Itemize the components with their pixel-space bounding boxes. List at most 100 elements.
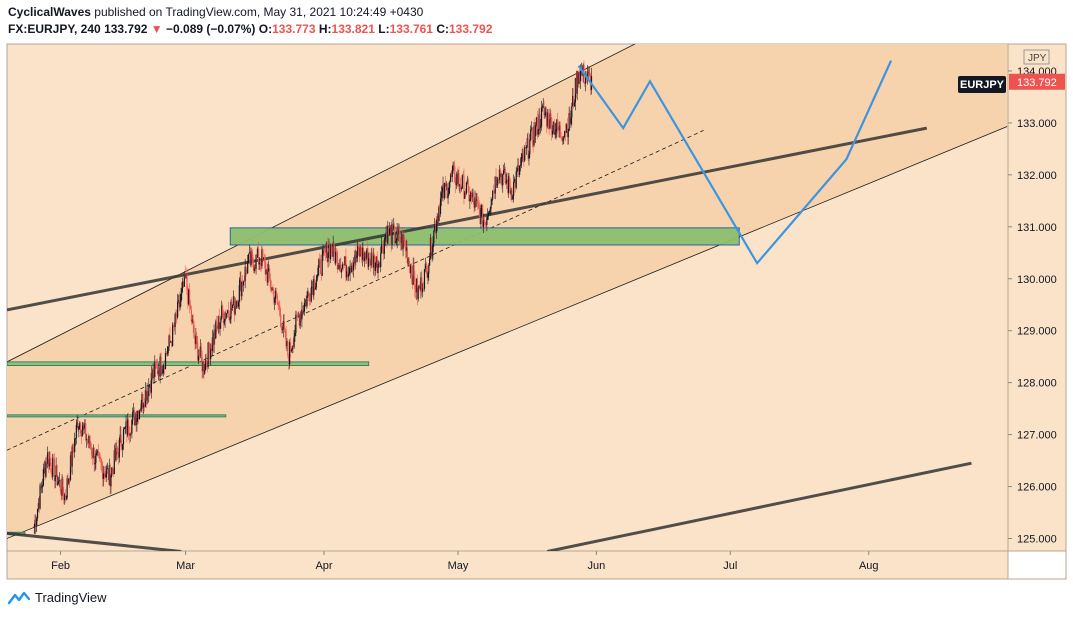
candle-body xyxy=(306,295,308,307)
candle-body xyxy=(501,173,503,186)
candle-body xyxy=(319,259,322,274)
candle-body xyxy=(481,204,483,209)
candle-body xyxy=(43,467,45,470)
candle-body xyxy=(79,423,82,434)
candle-body xyxy=(149,385,152,393)
candle-body xyxy=(331,254,333,257)
candle-body xyxy=(359,247,361,257)
candle-body xyxy=(326,242,328,262)
candle-body xyxy=(279,306,281,315)
candle-body xyxy=(564,130,567,133)
candle-body xyxy=(253,267,255,271)
candle-body xyxy=(535,117,538,126)
candle-body xyxy=(576,71,578,94)
candle-body xyxy=(330,247,333,255)
candle-body xyxy=(269,278,272,288)
candle-body xyxy=(332,242,334,257)
candle-body xyxy=(372,255,374,268)
candle-body xyxy=(150,373,152,393)
candle-body xyxy=(232,305,234,309)
candle-body xyxy=(454,182,457,185)
support-zone xyxy=(229,227,740,246)
candle-body xyxy=(569,113,571,124)
brand-name[interactable]: TradingView xyxy=(35,590,107,605)
candle-body xyxy=(114,450,116,461)
candle-body xyxy=(36,508,39,519)
candle-body xyxy=(547,112,549,127)
tradingview-logo-icon[interactable] xyxy=(8,591,30,605)
candle-body xyxy=(45,462,47,477)
candle-body xyxy=(128,433,130,436)
candle-body xyxy=(338,264,340,269)
candle-body xyxy=(491,199,493,206)
candle-body xyxy=(399,230,401,242)
candle-body xyxy=(117,452,119,453)
candle-body xyxy=(96,452,98,454)
candle-body xyxy=(499,169,501,177)
candle-body xyxy=(285,330,287,347)
candle-body xyxy=(342,263,344,265)
candle-body xyxy=(98,453,100,456)
candle-body xyxy=(487,216,489,217)
candle-body xyxy=(494,176,496,194)
candle-body xyxy=(218,316,220,329)
price-axis-background xyxy=(1008,44,1066,551)
candle-body xyxy=(571,106,573,118)
open-value: 133.773 xyxy=(272,22,316,36)
candle-body xyxy=(422,288,424,293)
y-tick-label: 131.000 xyxy=(1017,222,1057,234)
author-name[interactable]: CyclicalWaves xyxy=(8,5,91,19)
parallel-channel xyxy=(7,44,1008,539)
candle-body xyxy=(231,302,233,309)
candle-body xyxy=(476,199,478,201)
y-tick-label: 128.000 xyxy=(1017,378,1057,390)
candle-body xyxy=(225,312,227,318)
candle-body xyxy=(88,435,90,444)
candle-body xyxy=(513,181,515,196)
candle-body xyxy=(446,183,448,199)
candle-body xyxy=(90,446,92,450)
candle-body xyxy=(242,281,244,286)
candle-body xyxy=(434,225,436,231)
candle-body xyxy=(373,255,375,268)
candle-body xyxy=(361,254,363,260)
candle-body xyxy=(191,319,193,322)
candle-body xyxy=(551,130,554,135)
candle-body xyxy=(190,309,193,322)
candle-body xyxy=(198,355,201,357)
currency-box xyxy=(1023,49,1050,65)
candle-body xyxy=(530,127,533,130)
candle-body xyxy=(143,404,145,408)
channel-upper-line xyxy=(7,44,636,363)
symbol-label[interactable]: FX:EURJPY, 240 xyxy=(8,22,101,36)
candle-body xyxy=(378,263,380,265)
candle-body xyxy=(356,255,358,259)
candle-body xyxy=(297,316,300,318)
candle-body xyxy=(156,366,159,375)
candle-body xyxy=(357,246,359,256)
candle-body xyxy=(364,252,366,258)
candle-body xyxy=(117,452,120,458)
candle-body xyxy=(570,117,572,124)
candle-body xyxy=(492,191,495,192)
candle-body xyxy=(352,262,355,271)
candle-body xyxy=(504,168,506,183)
candle-body xyxy=(388,229,391,235)
candle-body xyxy=(235,305,237,308)
candle-body xyxy=(142,394,144,408)
candle-body xyxy=(188,289,190,305)
candle-body xyxy=(167,346,169,354)
candle-body xyxy=(66,478,68,498)
candle-body xyxy=(363,252,366,261)
candle-body xyxy=(247,261,249,274)
candle-body xyxy=(275,291,277,296)
candle-body xyxy=(527,138,529,159)
candle-body xyxy=(385,232,387,239)
candle-body xyxy=(101,465,104,480)
candle-body xyxy=(213,330,215,345)
candle-body xyxy=(268,268,270,272)
candle-body xyxy=(355,250,357,259)
candle-body xyxy=(33,526,35,527)
candle-body xyxy=(210,348,213,351)
